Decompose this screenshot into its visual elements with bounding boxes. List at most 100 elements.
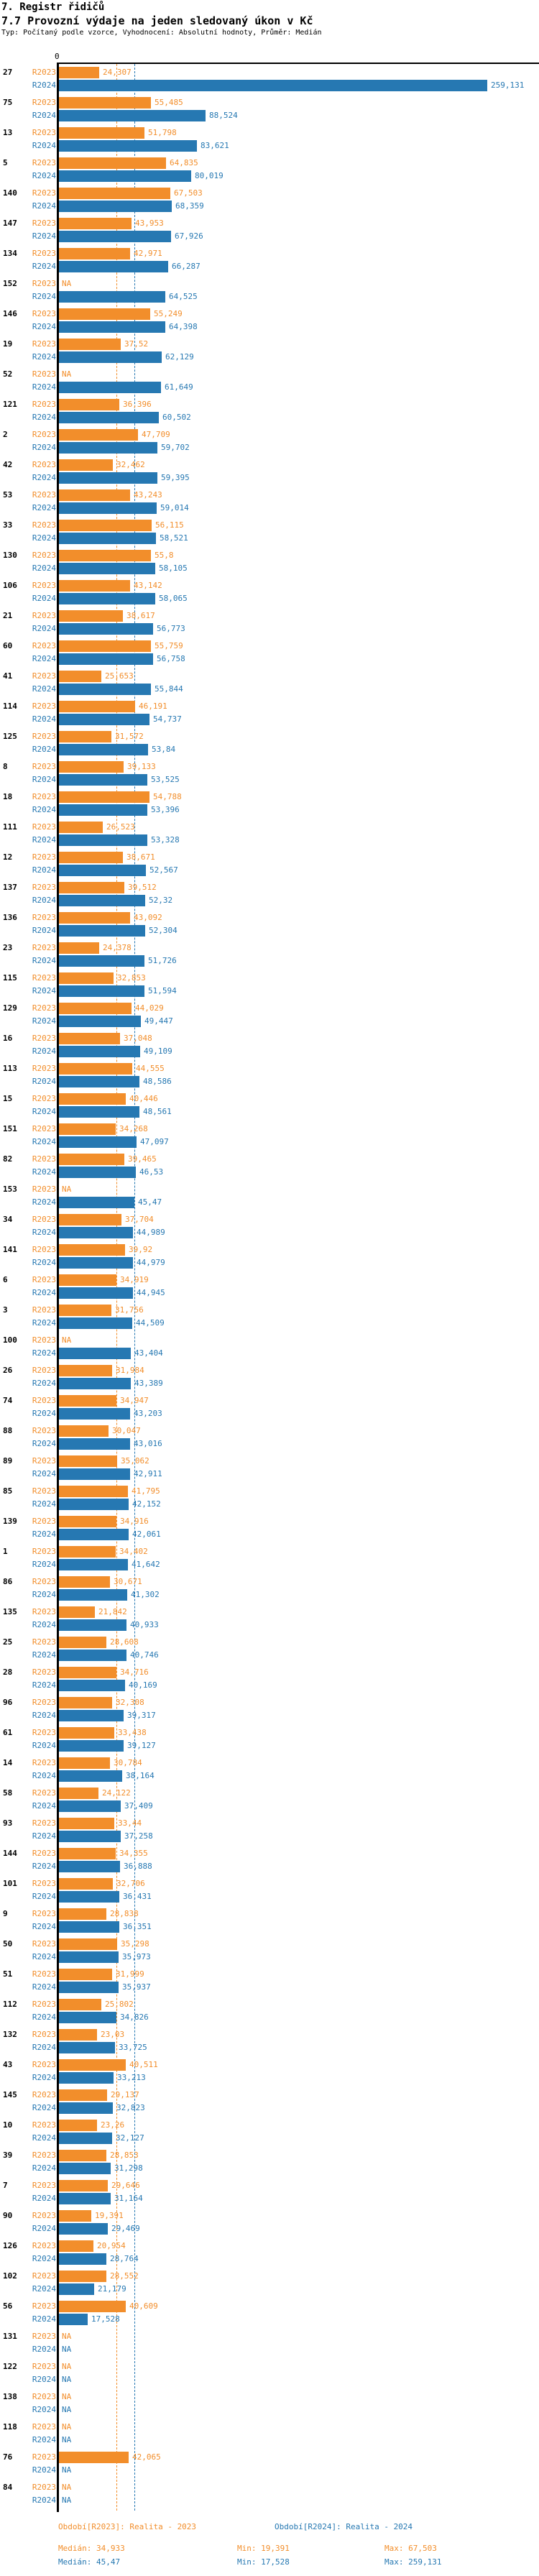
series-label-r2023: R2023 (32, 1788, 56, 1798)
series-label-r2023: R2023 (32, 1124, 56, 1133)
median-line-2024 (134, 64, 135, 2511)
value-r2023: 41,795 (132, 1486, 160, 1496)
bar-r2023 (59, 1908, 106, 1920)
value-r2023: 39,133 (127, 762, 156, 771)
bar-r2024 (59, 261, 168, 272)
value-r2024: 40,746 (130, 1650, 159, 1660)
bar-r2024 (59, 714, 149, 725)
value-r2024: 55,844 (155, 684, 183, 694)
bar-r2024 (59, 2133, 112, 2144)
value-r2023: 31,984 (116, 1366, 144, 1375)
bar-r2023 (59, 942, 99, 954)
bar-r2023 (59, 580, 130, 592)
series-label-r2023: R2023 (32, 1275, 56, 1284)
bar-r2023 (59, 610, 123, 622)
series-label-r2024: R2024 (32, 2043, 56, 2052)
series-label-r2023: R2023 (32, 1064, 56, 1073)
category-label: 125 (3, 732, 17, 741)
series-label-r2024: R2024 (32, 2435, 56, 2444)
bar-r2024 (59, 985, 144, 997)
value-r2024: 40,933 (130, 1620, 159, 1629)
bar-r2024 (59, 1861, 120, 1872)
series-label-r2024: R2024 (32, 1197, 56, 1207)
bar-r2024 (59, 865, 146, 876)
bar-r2023 (59, 157, 166, 169)
value-r2024: 66,287 (172, 262, 201, 271)
bar-r2024 (59, 351, 162, 363)
bar-r2024 (59, 684, 151, 695)
bar-r2024 (59, 472, 157, 484)
category-label: 138 (3, 2392, 17, 2401)
series-label-r2023: R2023 (32, 1184, 56, 1194)
bar-r2023 (59, 520, 152, 531)
category-label: 13 (3, 128, 13, 137)
bar-r2024 (59, 1740, 124, 1752)
bar-r2023 (59, 2240, 93, 2252)
series-label-r2024: R2024 (32, 1318, 56, 1328)
value-r2023: 39,465 (128, 1154, 157, 1164)
series-label-r2023: R2023 (32, 2181, 56, 2190)
series-label-r2023: R2023 (32, 943, 56, 952)
bar-r2024 (59, 1770, 122, 1782)
value-r2023: 38,617 (126, 611, 155, 620)
bar-r2023 (59, 2120, 97, 2131)
bar-r2023 (59, 1123, 116, 1135)
bar-r2024 (59, 110, 206, 121)
series-label-r2023: R2023 (32, 1094, 56, 1103)
category-label: 136 (3, 913, 17, 922)
category-label: 34 (3, 1215, 13, 1224)
value-r2023: 43,953 (135, 218, 164, 228)
bar-r2023 (59, 399, 119, 410)
series-label-r2024: R2024 (32, 986, 56, 995)
bar-r2023 (59, 1395, 116, 1407)
category-label: 28 (3, 1668, 13, 1677)
value-r2023: 46,191 (139, 702, 167, 711)
value-r2024: 88,524 (209, 111, 238, 120)
bar-r2023 (59, 640, 151, 652)
value-r2024: 34,826 (120, 2012, 149, 2022)
series-label-r2024: R2024 (32, 1137, 56, 1146)
category-label: 122 (3, 2362, 17, 2371)
category-label: 6 (3, 1275, 8, 1284)
series-label-r2024: R2024 (32, 1560, 56, 1569)
series-label-r2024: R2024 (32, 1831, 56, 1841)
bar-r2023 (59, 2271, 106, 2282)
series-label-r2023: R2023 (32, 1154, 56, 1164)
series-label-r2024: R2024 (32, 2314, 56, 2324)
value-r2023: 35,062 (121, 1456, 149, 1466)
value-r2024: 58,105 (159, 564, 188, 573)
series-label-r2023: R2023 (32, 1668, 56, 1677)
series-label-r2023: R2023 (32, 611, 56, 620)
category-label: 50 (3, 1939, 13, 1949)
series-label-r2023: R2023 (32, 1215, 56, 1224)
value-r2024: 37,258 (124, 1831, 153, 1841)
value-r2023: 40,511 (129, 2060, 158, 2069)
value-r2023: 25,802 (105, 2000, 134, 2009)
stat-median-2023: Medián: 34,933 (58, 2544, 125, 2553)
value-na-r2023: NA (62, 1184, 72, 1194)
series-label-r2023: R2023 (32, 1818, 56, 1828)
bar-r2024 (59, 502, 157, 514)
stat-max-2023: Max: 67,503 (384, 2544, 437, 2553)
series-label-r2023: R2023 (32, 1547, 56, 1556)
bar-r2024 (59, 1378, 131, 1389)
bar-r2024 (59, 623, 153, 635)
value-r2023: 32,853 (117, 973, 146, 983)
value-r2023: 34,947 (120, 1396, 149, 1405)
value-r2023: 33,438 (118, 1728, 147, 1737)
series-label-r2024: R2024 (32, 1862, 56, 1871)
series-label-r2024: R2024 (32, 171, 56, 180)
value-r2023: 43,092 (134, 913, 162, 922)
bar-r2024 (59, 382, 161, 393)
bar-r2023 (59, 1516, 116, 1527)
series-label-r2024: R2024 (32, 805, 56, 814)
series-label-r2023: R2023 (32, 158, 56, 167)
bar-r2023 (59, 1244, 125, 1256)
value-r2024: 43,404 (134, 1348, 163, 1358)
value-r2024: 49,109 (144, 1046, 172, 1056)
value-r2024: 259,131 (491, 80, 525, 90)
series-label-r2024: R2024 (32, 1711, 56, 1720)
series-label-r2023: R2023 (32, 732, 56, 741)
series-label-r2023: R2023 (32, 98, 56, 107)
value-r2024: 35,937 (122, 1982, 151, 1992)
